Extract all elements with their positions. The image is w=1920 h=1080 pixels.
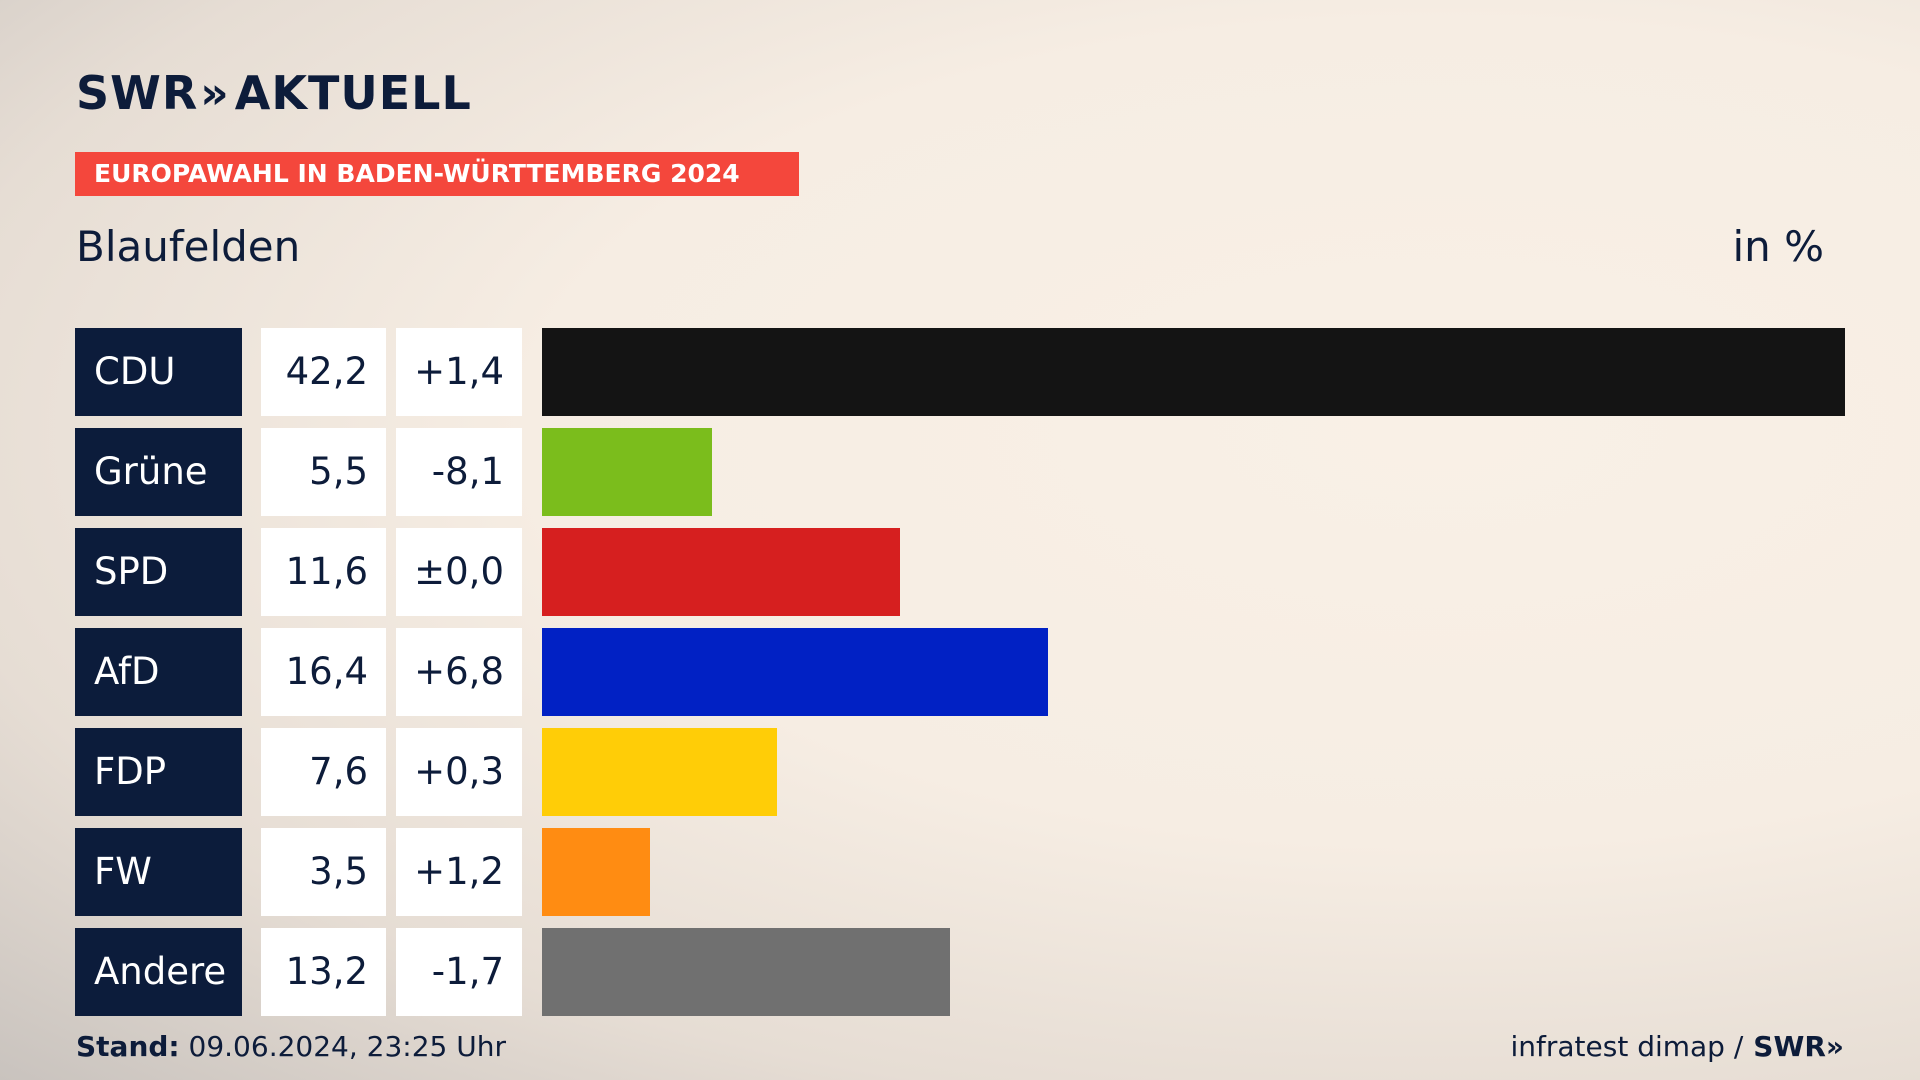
party-label: Grüne: [75, 428, 242, 516]
party-label: CDU: [75, 328, 242, 416]
swr-aktuell-logo: SWR » AKTUELL: [76, 66, 472, 120]
bar-fw: [542, 828, 650, 916]
result-row: Grüne 5,5 -8,1: [75, 428, 1845, 516]
vote-share-label: 42,2: [261, 328, 386, 416]
change-label: -8,1: [396, 428, 522, 516]
vote-share-label: 16,4: [261, 628, 386, 716]
stand-value: 09.06.2024, 23:25 Uhr: [188, 1030, 506, 1063]
party-label: FDP: [75, 728, 242, 816]
bar-andere: [542, 928, 950, 1016]
bar-spd: [542, 528, 900, 616]
party-label: SPD: [75, 528, 242, 616]
result-row: SPD 11,6 ±0,0: [75, 528, 1845, 616]
party-label: Andere: [75, 928, 242, 1016]
change-label: +0,3: [396, 728, 522, 816]
logo-suffix: AKTUELL: [234, 66, 472, 120]
result-row: FDP 7,6 +0,3: [75, 728, 1845, 816]
change-label: +1,2: [396, 828, 522, 916]
bar-fdp: [542, 728, 777, 816]
timestamp: Stand: 09.06.2024, 23:25 Uhr: [76, 1030, 506, 1063]
result-row: CDU 42,2 +1,4: [75, 328, 1845, 416]
election-tag: EUROPAWAHL IN BADEN-WÜRTTEMBERG 2024: [75, 152, 799, 196]
source-text: infratest dimap /: [1510, 1030, 1744, 1063]
change-label: -1,7: [396, 928, 522, 1016]
logo-text: SWR: [76, 66, 199, 120]
stand-label: Stand:: [76, 1030, 180, 1063]
vote-share-label: 5,5: [261, 428, 386, 516]
logo-chevrons: »: [200, 67, 229, 119]
change-label: ±0,0: [396, 528, 522, 616]
source-logo: SWR»: [1753, 1030, 1844, 1063]
party-label: FW: [75, 828, 242, 916]
bar-cdu: [542, 328, 1845, 416]
party-label: AfD: [75, 628, 242, 716]
location-title: Blaufelden: [76, 222, 301, 271]
result-row: Andere 13,2 -1,7: [75, 928, 1845, 1016]
unit-label: in %: [1732, 222, 1824, 271]
change-label: +6,8: [396, 628, 522, 716]
vote-share-label: 11,6: [261, 528, 386, 616]
vote-share-label: 7,6: [261, 728, 386, 816]
bar-grüne: [542, 428, 712, 516]
vote-share-label: 3,5: [261, 828, 386, 916]
bar-afd: [542, 628, 1048, 716]
vote-share-label: 13,2: [261, 928, 386, 1016]
source-credit: infratest dimap / SWR»: [1510, 1030, 1844, 1063]
result-row: AfD 16,4 +6,8: [75, 628, 1845, 716]
result-row: FW 3,5 +1,2: [75, 828, 1845, 916]
change-label: +1,4: [396, 328, 522, 416]
